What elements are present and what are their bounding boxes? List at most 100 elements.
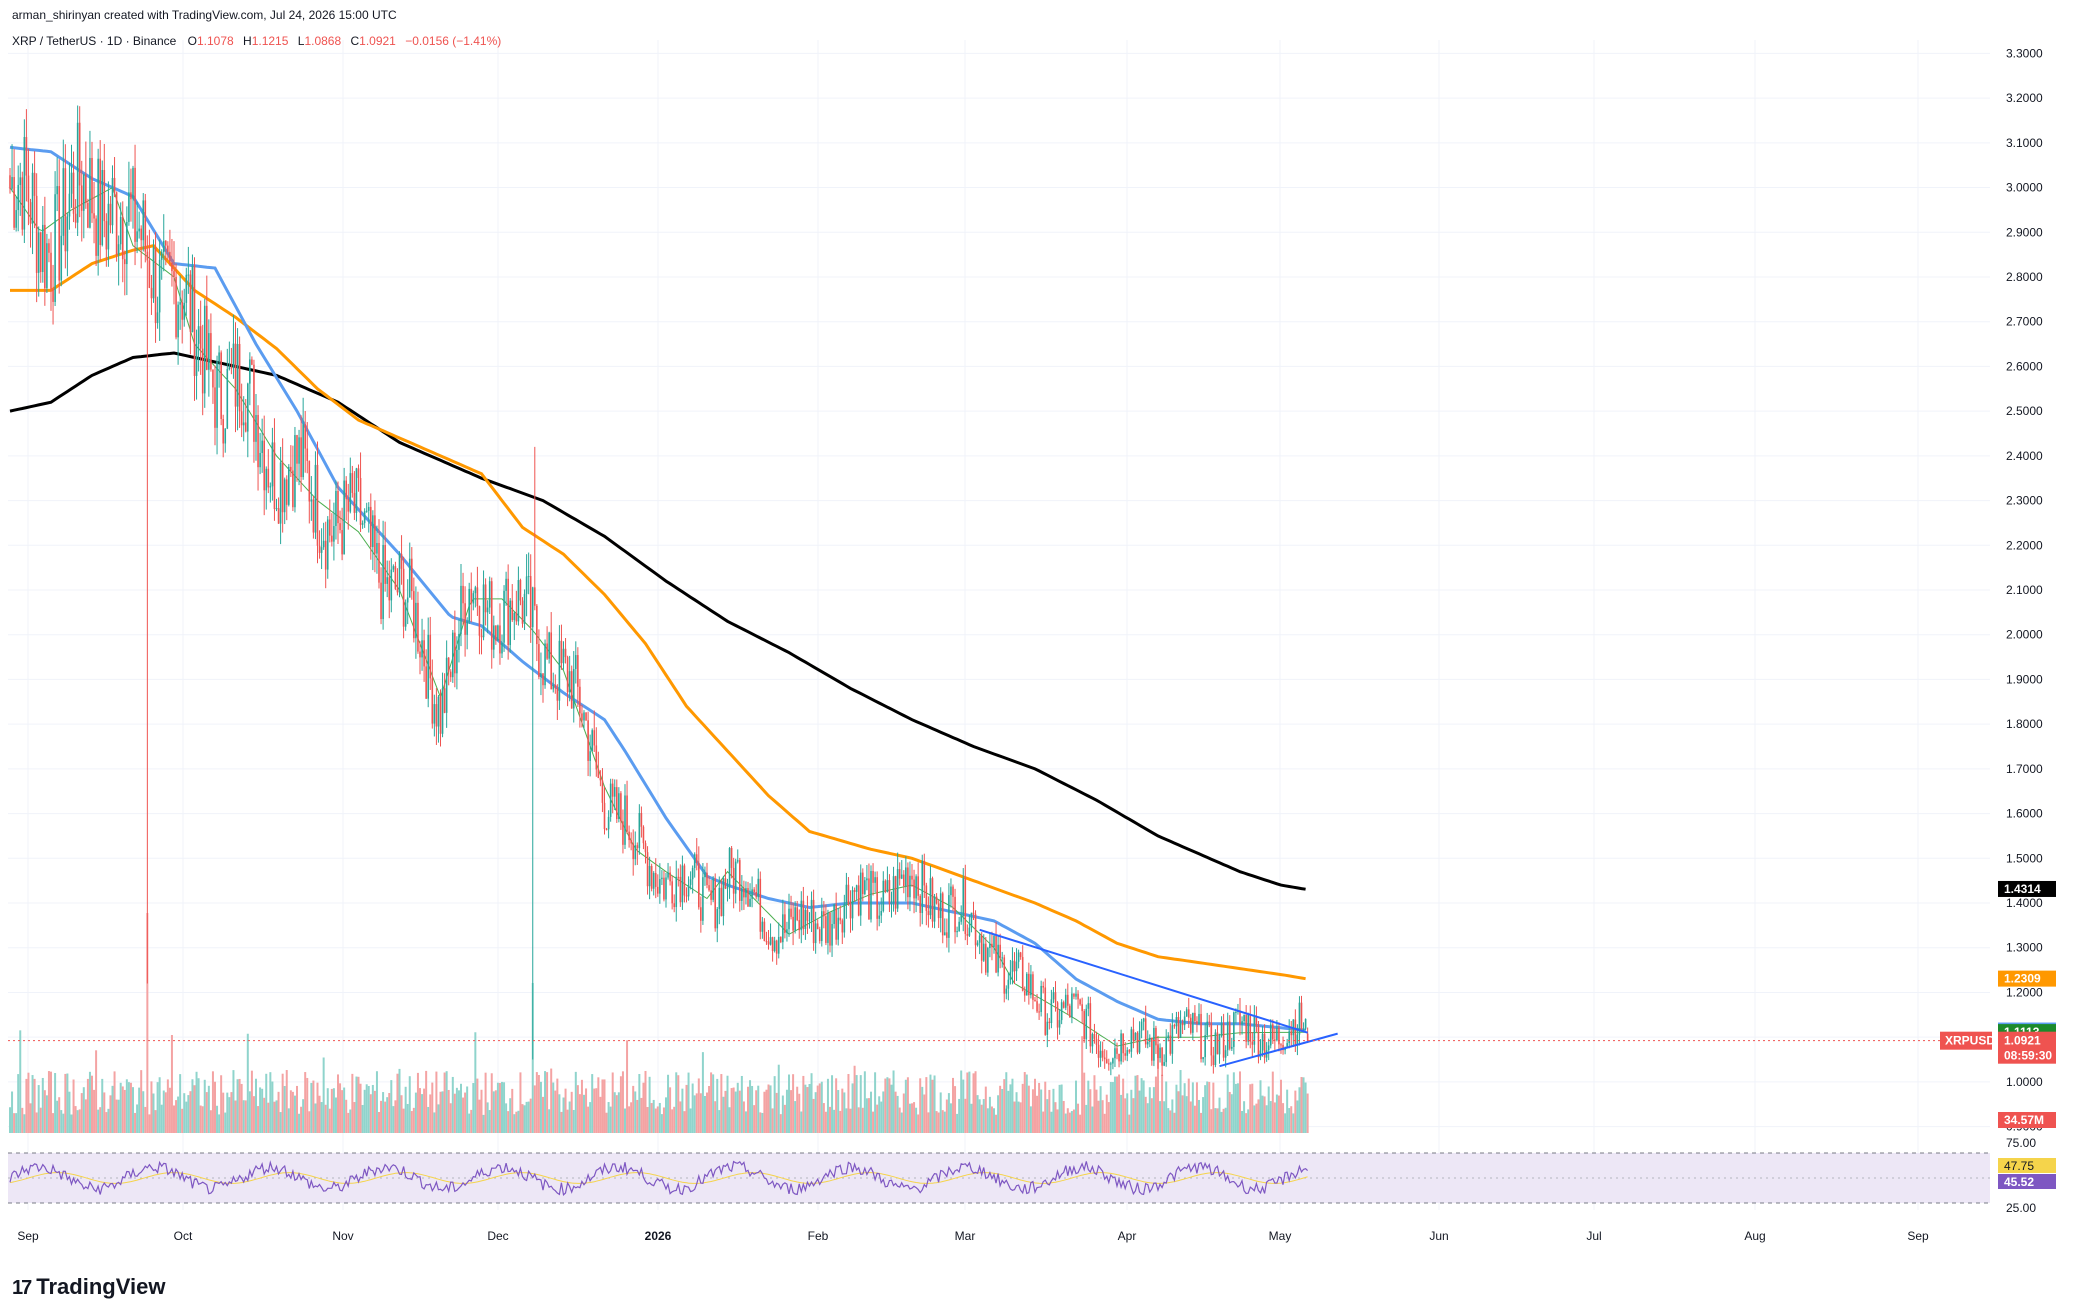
volume-bar (601, 1079, 604, 1133)
volume-bar (933, 1075, 936, 1133)
volume-bar (597, 1077, 600, 1133)
volume-bar (728, 1107, 731, 1133)
volume-bar (224, 1112, 227, 1133)
candle (1142, 1017, 1145, 1031)
volume-bar (162, 1090, 165, 1133)
candle (640, 806, 643, 838)
candle-body (9, 175, 11, 189)
candle (823, 900, 825, 929)
candle (667, 862, 669, 880)
volume-bar (199, 1105, 202, 1133)
candle (148, 229, 151, 289)
candle-body (521, 600, 524, 624)
candle (35, 173, 38, 303)
volume-bar (884, 1078, 887, 1133)
candle-body (1124, 1053, 1126, 1056)
volume-bar (1011, 1078, 1014, 1133)
candle (542, 673, 544, 703)
volume-bar (1034, 1078, 1036, 1133)
volume-bar (831, 1075, 834, 1133)
volume-bar (431, 1082, 434, 1133)
candle (238, 336, 241, 428)
candle-body (316, 464, 319, 546)
candle-body (882, 880, 885, 911)
candle (773, 936, 776, 953)
volume-bar (1126, 1093, 1129, 1133)
candle (324, 521, 327, 589)
candle (1171, 1013, 1174, 1064)
candle-body (499, 625, 501, 654)
volume-bar (630, 1102, 633, 1133)
candle-body (365, 510, 368, 512)
volume-bar (187, 1095, 190, 1133)
candle-body (757, 878, 760, 898)
candle (326, 516, 329, 579)
candle (669, 866, 671, 886)
candle-body (343, 480, 345, 555)
volume-bar (712, 1074, 715, 1133)
candle-body (273, 442, 276, 509)
candle-body (628, 831, 630, 841)
candle-body (1169, 1035, 1172, 1054)
candle-body (1185, 1009, 1188, 1017)
candle-body (89, 157, 91, 228)
candle (277, 497, 280, 524)
volume-bar (1019, 1102, 1022, 1133)
candle (476, 566, 479, 616)
volume-bar (103, 1092, 106, 1133)
symbol-name[interactable]: XRP / TetherUS · 1D · Binance (12, 34, 177, 48)
candle-body (124, 259, 126, 265)
candle (728, 847, 731, 899)
candle-body (411, 558, 413, 592)
candle (226, 348, 229, 430)
candle (175, 263, 177, 340)
candle-body (1116, 1048, 1118, 1054)
candle-body (987, 948, 989, 973)
candle (515, 590, 518, 625)
volume-bar (496, 1082, 499, 1133)
candle-body (374, 515, 376, 554)
candle (126, 206, 128, 296)
candle (804, 907, 807, 940)
candle (999, 933, 1001, 969)
candle-body (466, 621, 468, 635)
candle-body (593, 730, 596, 746)
rsi-value-tag-label: 45.52 (2004, 1175, 2034, 1189)
candle-body (417, 602, 419, 652)
volume-bar (1081, 1036, 1084, 1133)
volume-bar (738, 1090, 741, 1133)
volume-bar (482, 1114, 485, 1133)
candle (1146, 1030, 1149, 1049)
candle (128, 161, 130, 226)
tradingview-logo[interactable]: 17 TradingView (12, 1274, 165, 1300)
candle-body (771, 937, 774, 952)
candle-body (117, 244, 120, 255)
candle-body (1036, 1001, 1038, 1012)
candle (810, 891, 813, 932)
candle-body (847, 884, 850, 905)
candle (1267, 1038, 1270, 1061)
volume-bar (1183, 1083, 1186, 1133)
volume-bar (1087, 1080, 1090, 1133)
candle-body (1241, 1021, 1243, 1025)
candle-body (1032, 974, 1034, 1000)
candle-body (790, 908, 792, 917)
candle-body (390, 569, 393, 601)
candle-body (736, 860, 739, 862)
candle-body (408, 558, 411, 598)
candle-body (144, 200, 147, 252)
rsi-upper-label: 75.00 (2006, 1136, 2036, 1150)
candle (714, 873, 716, 932)
candle-body (1007, 979, 1010, 989)
volume-bar (1095, 1089, 1098, 1133)
candle (490, 577, 493, 669)
candle (1165, 1029, 1167, 1067)
candle-body (361, 523, 364, 525)
candle (1083, 1009, 1085, 1043)
volume-bar (1064, 1113, 1067, 1133)
volume-bar (1031, 1089, 1034, 1133)
volume-bar (673, 1106, 676, 1133)
candle (956, 926, 958, 938)
volume-bar (513, 1114, 516, 1133)
